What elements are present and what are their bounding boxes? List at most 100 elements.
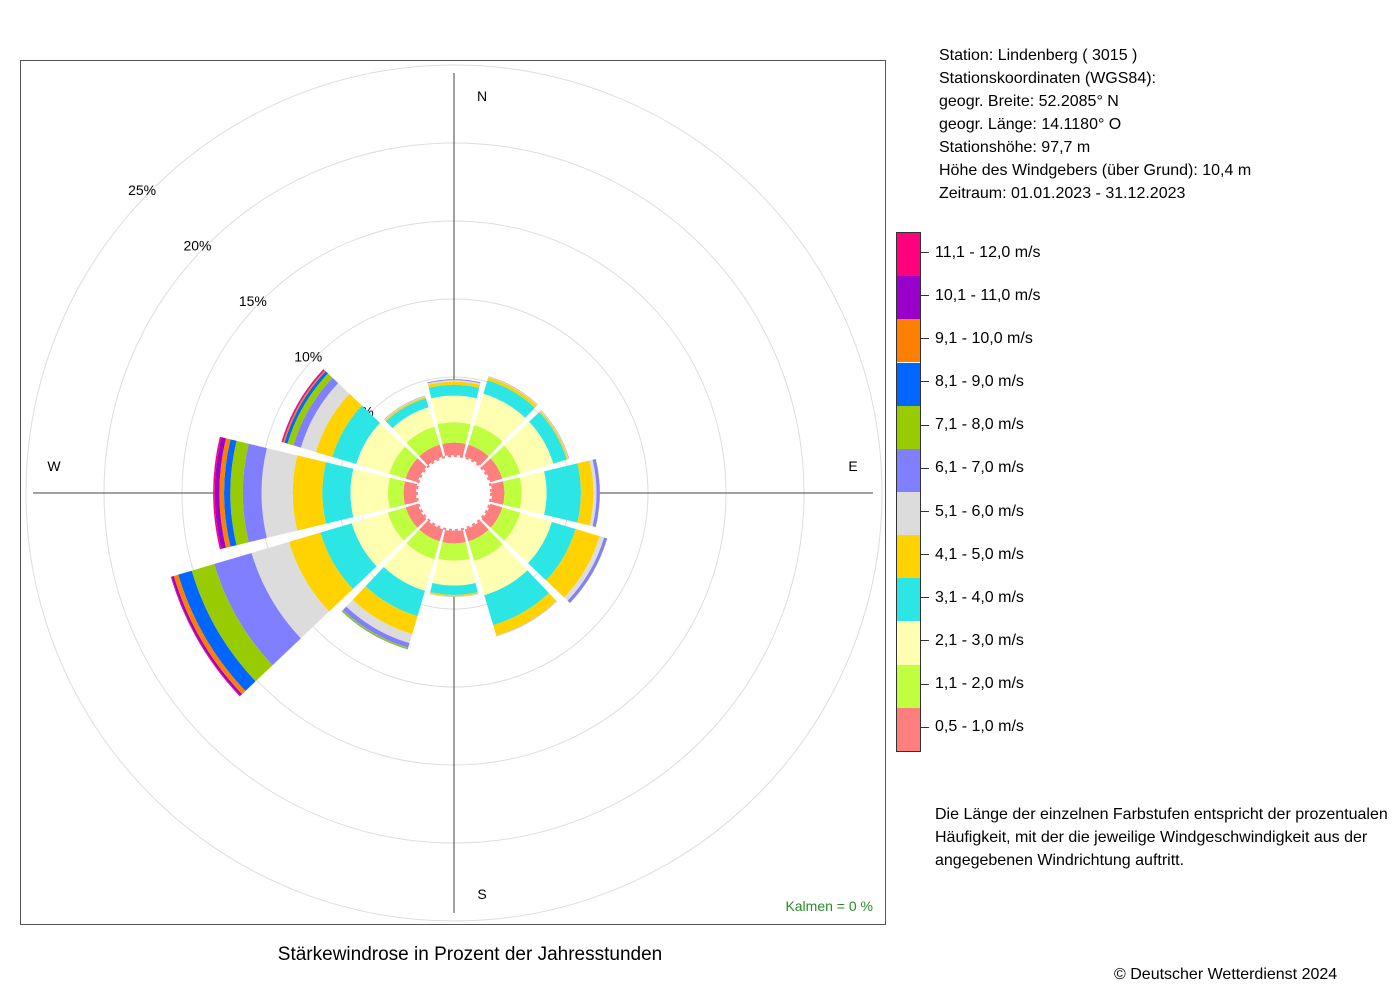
sector-330-bin-2 <box>392 407 435 443</box>
sector-270-bin-10 <box>214 437 226 549</box>
sector-210-bin-6 <box>343 606 410 648</box>
sector-180-bin-0 <box>442 529 466 544</box>
legend-item: 1,1 - 2,0 m/s <box>921 675 1024 695</box>
sector-150-bin-0 <box>464 520 489 542</box>
sector-270-bin-0 <box>403 481 418 505</box>
sector-90-bin-6 <box>592 459 600 527</box>
legend-swatch <box>897 276 920 320</box>
sector-90-bin-4 <box>577 460 594 526</box>
sector-30-bin-4 <box>487 377 538 408</box>
sector-240-bin-1 <box>387 507 418 541</box>
legend-item: 4,1 - 5,0 m/s <box>921 546 1024 566</box>
sector-240-bin-6 <box>214 552 301 666</box>
sector-240-bin-3 <box>320 523 377 589</box>
sector-210-bin-3 <box>365 566 426 617</box>
ring-label: 15% <box>239 293 267 309</box>
sector-30-bin-1 <box>468 425 503 457</box>
sector-180-bin-2 <box>432 558 476 586</box>
sector-120-bin-5 <box>564 536 605 601</box>
legend-label: 7,1 - 8,0 m/s <box>935 416 1024 434</box>
legend-label: 11,1 - 12,0 m/s <box>935 243 1041 261</box>
legend-label: 10,1 - 11,0 m/s <box>935 286 1041 304</box>
sector-60-bin-3 <box>529 412 567 464</box>
legend-item: 8,1 - 9,0 m/s <box>921 373 1024 393</box>
sector-300-bin-1 <box>389 446 418 479</box>
sector-300-bin-8 <box>284 371 328 444</box>
legend-tick <box>921 597 929 599</box>
sector-330-bin-3 <box>385 398 429 429</box>
legend-swatch <box>897 535 920 579</box>
legend-label: 8,1 - 9,0 m/s <box>935 373 1024 391</box>
legend-label: 0,5 - 1,0 m/s <box>935 718 1024 736</box>
sector-30-bin-0 <box>464 444 489 466</box>
sector-90-bin-5 <box>589 459 597 527</box>
sector-300-bin-5 <box>300 383 350 453</box>
ring-25 <box>25 64 883 922</box>
station-coords-heading: Stationskoordinaten (WGS84): <box>939 70 1156 87</box>
sector-0-bin-5 <box>427 380 481 385</box>
station-longitude: geogr. Länge: 14.1180° O <box>939 116 1122 133</box>
legend-tick <box>921 338 929 340</box>
sector-240-bin-9 <box>173 574 246 695</box>
legend-item: 9,1 - 10,0 m/s <box>921 330 1033 350</box>
sector-0-bin-4 <box>428 381 480 388</box>
sector-150-bin-4 <box>493 592 557 636</box>
sector-300-bin-0 <box>405 458 427 483</box>
sector-270-bin-7 <box>230 440 249 546</box>
sector-0-bin-2 <box>431 395 477 425</box>
sector-120-bin-0 <box>481 503 503 528</box>
legend-item: 2,1 - 3,0 m/s <box>921 632 1024 652</box>
ring-label: 25% <box>128 182 156 198</box>
station-latitude: geogr. Breite: 52.2085° N <box>939 93 1119 110</box>
sector-90-bin-7 <box>595 458 600 528</box>
sector-90-bin-1 <box>503 477 522 509</box>
sector-60-bin-4 <box>539 411 569 460</box>
sector-270-bin-11 <box>213 436 222 550</box>
legend-swatch <box>897 319 920 363</box>
sector-60-bin-0 <box>481 458 503 483</box>
sector-330-bin-4 <box>384 396 426 422</box>
legend-swatch <box>897 578 920 622</box>
sector-300-bin-2 <box>356 422 405 474</box>
sector-120-bin-1 <box>490 507 521 541</box>
sector-120-bin-6 <box>567 537 608 603</box>
sector-0-bin-6 <box>427 379 481 384</box>
legend-swatch <box>897 362 920 406</box>
sector-180-bin-1 <box>438 542 470 561</box>
sector-0-bin-0 <box>442 442 466 457</box>
legend-swatch <box>897 492 920 536</box>
legend-label: 4,1 - 5,0 m/s <box>935 545 1024 563</box>
legend-tick <box>921 510 929 512</box>
legend-swatch <box>897 405 920 449</box>
sector-0-bin-3 <box>428 384 480 399</box>
sector-270-bin-5 <box>261 448 298 538</box>
sector-120-bin-4 <box>546 529 600 598</box>
calm-circle-outline <box>416 455 492 531</box>
sector-240-bin-5 <box>251 541 330 639</box>
sector-300-bin-6 <box>293 377 339 448</box>
sector-300-bin-4 <box>315 393 362 457</box>
legend-label: 5,1 - 6,0 m/s <box>935 502 1024 520</box>
sector-120-bin-2 <box>504 512 552 564</box>
sector-270-bin-3 <box>322 462 354 524</box>
ring-label: 10% <box>294 348 322 364</box>
direction-label-S: S <box>477 886 486 902</box>
legend-tick <box>921 295 929 297</box>
sector-150-bin-2 <box>474 544 528 596</box>
sector-210-bin-2 <box>383 543 435 591</box>
legend-item: 0,5 - 1,0 m/s <box>921 718 1024 738</box>
legend-label: 2,1 - 3,0 m/s <box>935 632 1024 650</box>
copyright: © Deutscher Wetterdienst 2024 <box>1114 966 1338 983</box>
sector-90-bin-3 <box>544 463 581 523</box>
station-name: Station: Lindenberg ( 3015 ) <box>939 47 1138 64</box>
legend-colorbar <box>896 232 921 752</box>
sector-180-bin-6 <box>429 593 479 597</box>
legend-swatch <box>897 664 920 708</box>
sector-150-bin-3 <box>484 570 549 626</box>
legend-tick <box>921 554 929 556</box>
sector-210-bin-0 <box>419 520 444 542</box>
sector-270-bin-4 <box>292 455 327 531</box>
legend-tick <box>921 640 929 642</box>
period: Zeitraum: 01.01.2023 - 31.12.2023 <box>939 185 1186 202</box>
